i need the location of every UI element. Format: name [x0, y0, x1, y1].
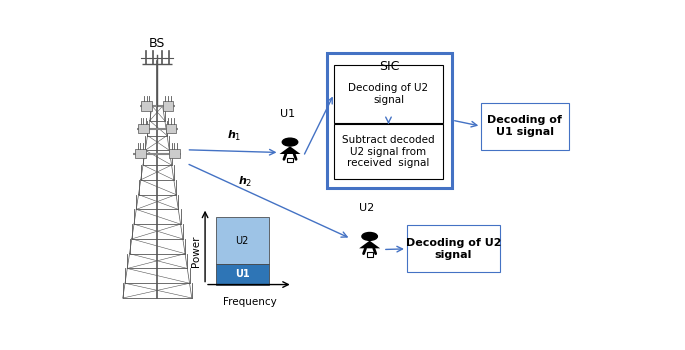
- Circle shape: [282, 138, 298, 146]
- Bar: [169, 149, 179, 159]
- FancyBboxPatch shape: [327, 53, 452, 188]
- Bar: [366, 252, 373, 257]
- Polygon shape: [279, 146, 301, 154]
- Circle shape: [362, 232, 377, 240]
- Text: 1: 1: [234, 133, 240, 142]
- Text: U1: U1: [279, 109, 295, 119]
- FancyBboxPatch shape: [481, 103, 569, 150]
- Bar: [135, 149, 146, 159]
- Text: BS: BS: [149, 37, 166, 50]
- Text: SIC: SIC: [379, 60, 400, 72]
- FancyBboxPatch shape: [334, 65, 443, 123]
- Text: Power: Power: [191, 235, 201, 267]
- Bar: [138, 124, 149, 133]
- FancyBboxPatch shape: [407, 225, 500, 272]
- Text: Subtract decoded
U2 signal from
received  signal: Subtract decoded U2 signal from received…: [342, 135, 435, 168]
- Bar: [162, 101, 173, 111]
- Text: Frequency: Frequency: [223, 297, 277, 307]
- Text: 2: 2: [245, 179, 250, 188]
- Text: U1: U1: [235, 270, 249, 279]
- FancyBboxPatch shape: [334, 124, 443, 180]
- Bar: [216, 264, 269, 285]
- Bar: [166, 124, 177, 133]
- Bar: [287, 158, 293, 162]
- Polygon shape: [359, 240, 380, 248]
- Text: Decoding of
U1 signal: Decoding of U1 signal: [488, 116, 562, 137]
- Text: Decoding of U2
signal: Decoding of U2 signal: [406, 238, 501, 260]
- Text: U2: U2: [236, 236, 249, 246]
- Bar: [141, 101, 152, 111]
- Text: h: h: [227, 130, 236, 140]
- Text: Decoding of U2
signal: Decoding of U2 signal: [349, 83, 429, 105]
- Text: h: h: [238, 176, 246, 186]
- Text: U2: U2: [360, 203, 375, 213]
- Bar: [216, 217, 269, 264]
